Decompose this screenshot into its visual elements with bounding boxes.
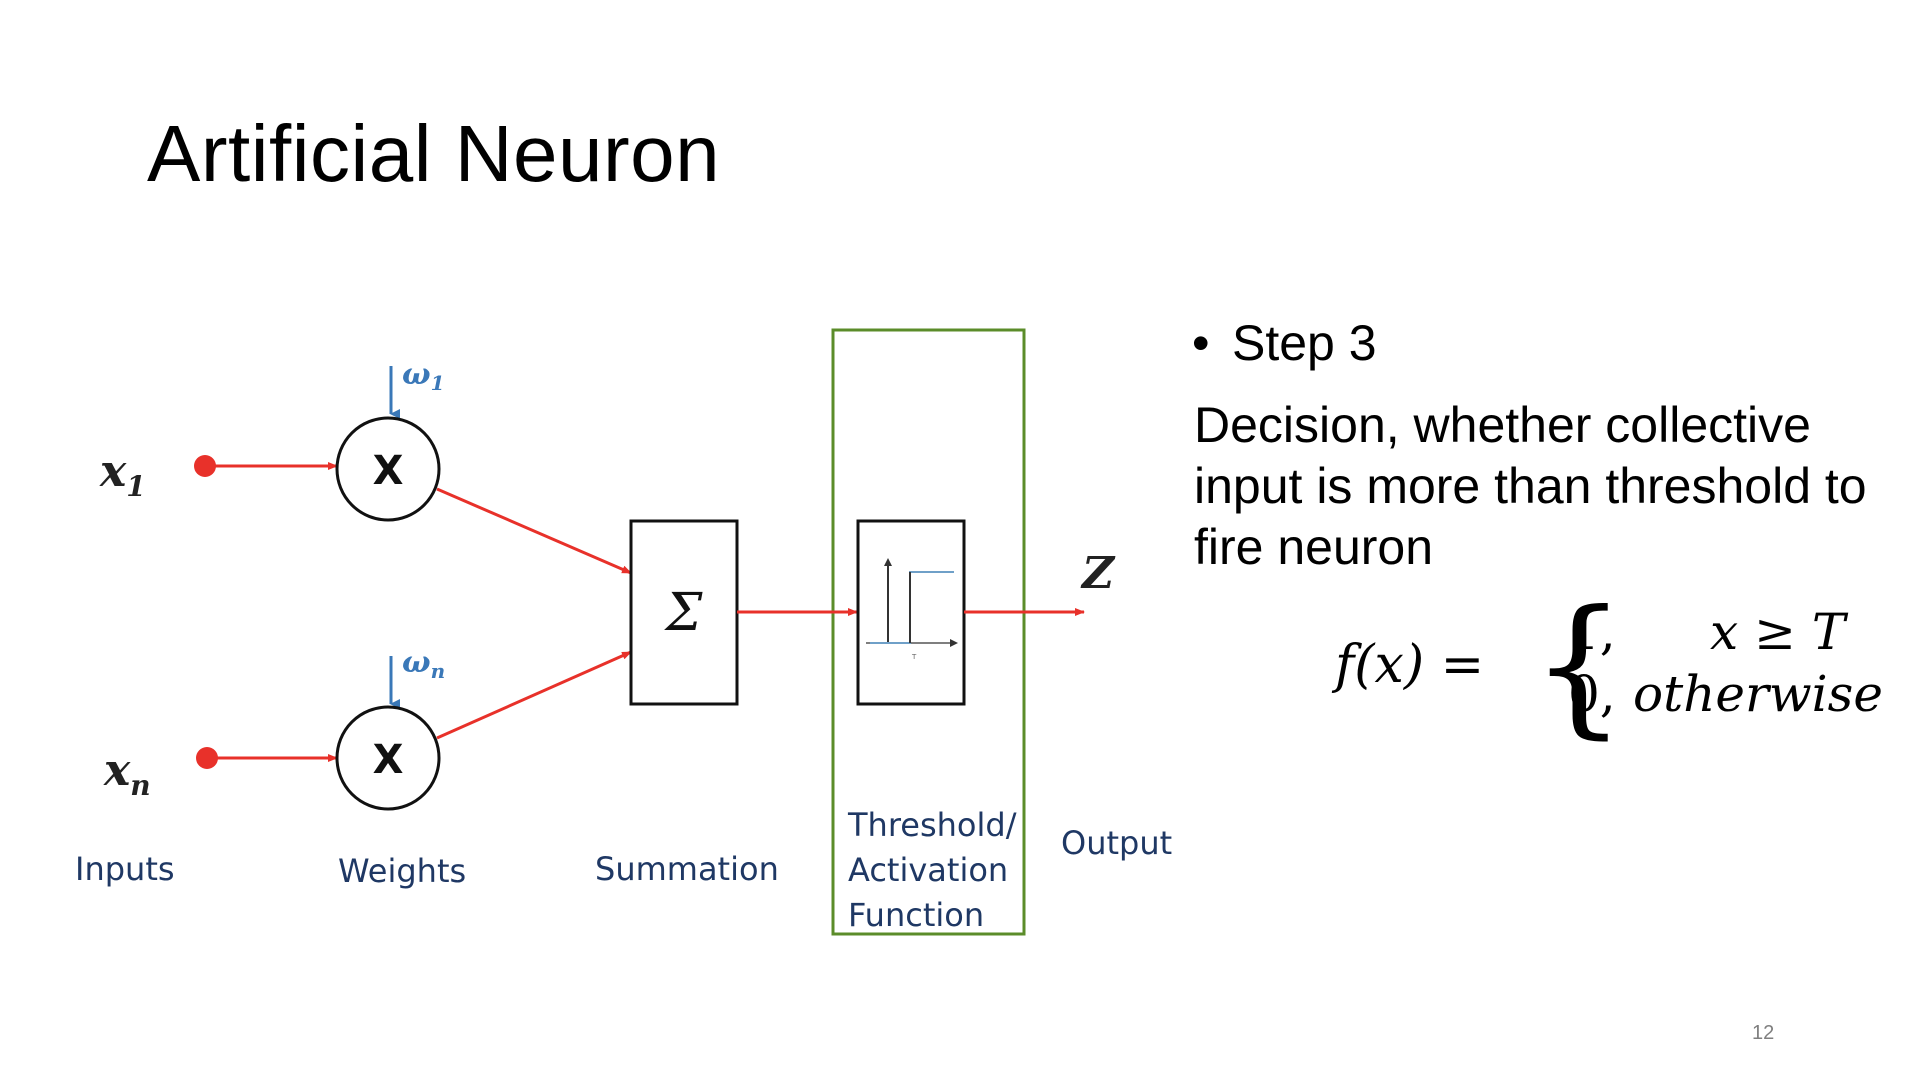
step-function-icon: T bbox=[866, 558, 958, 661]
input-x1-label: x1 bbox=[99, 446, 146, 503]
label-weights: Weights bbox=[338, 852, 466, 890]
label-output: Output bbox=[1061, 824, 1172, 862]
input-xn-label: xn bbox=[103, 745, 151, 802]
multiply-symbol-n: X bbox=[373, 737, 404, 783]
step-label: Step 3 bbox=[1232, 315, 1377, 371]
step-tick-label: T bbox=[911, 653, 917, 661]
multiply-node-n bbox=[335, 705, 441, 811]
label-summation: Summation bbox=[595, 850, 779, 888]
weight-w1-label: ω1 bbox=[402, 357, 445, 395]
summation-symbol: Σ bbox=[664, 583, 703, 643]
label-inputs: Inputs bbox=[75, 850, 175, 888]
formula-brace: { bbox=[1531, 579, 1627, 753]
formula-case-2-condition: otherwise bbox=[1633, 665, 1883, 723]
formula-lhs: f(x) = bbox=[1335, 635, 1485, 695]
page-number: 12 bbox=[1752, 1022, 1775, 1044]
output-z-label: Z bbox=[1080, 548, 1116, 599]
multiply-node-1 bbox=[335, 416, 441, 522]
step-description: Decision, whether collective input is mo… bbox=[1194, 397, 1867, 575]
label-threshold-line2: Activation bbox=[848, 851, 1008, 889]
multiply-symbol-1: X bbox=[373, 448, 404, 494]
bullet-dot: • bbox=[1192, 315, 1210, 371]
bullet-step: • Step 3 bbox=[1192, 314, 1377, 372]
weighted-line-1 bbox=[436, 487, 632, 575]
weighted-line-n bbox=[436, 650, 632, 740]
summation-box bbox=[629, 519, 739, 706]
weight-wn-label: ωn bbox=[402, 645, 445, 683]
formula-case-2-value: 0, bbox=[1568, 665, 1616, 723]
formula-case-1-value: 1, bbox=[1568, 603, 1616, 661]
activation-formula: f(x) = { 1, x ≥ T 0, otherwise bbox=[1335, 591, 1895, 745]
formula-case-1-condition: x ≥ T bbox=[1710, 603, 1846, 661]
activation-highlight-box bbox=[831, 328, 1026, 936]
label-threshold-line3: Function bbox=[848, 896, 984, 934]
label-threshold-line1: Threshold/ bbox=[847, 806, 1017, 844]
slide-title: Artificial Neuron bbox=[147, 109, 721, 198]
